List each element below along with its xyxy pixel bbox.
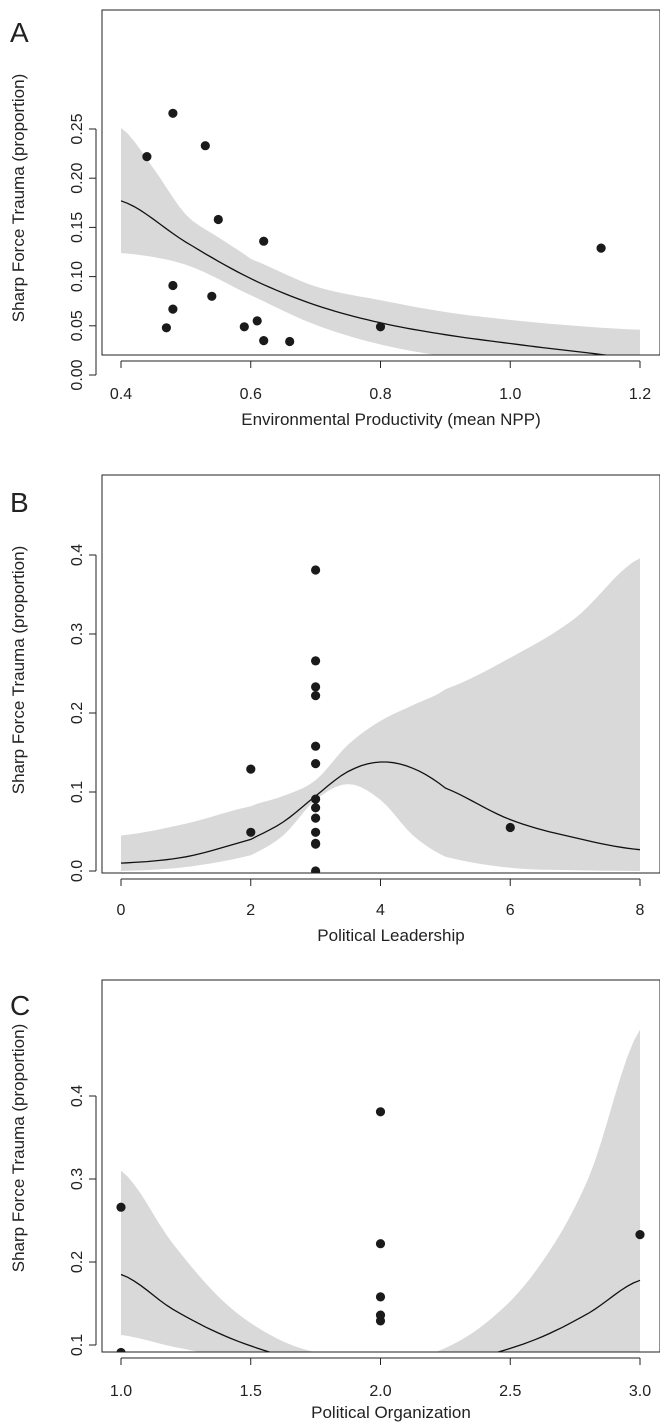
panel-b: 0 2 4 6 8 0.0 0.1 0.2 0.3 0.4 B Political Leadershi… xyxy=(9,474,660,945)
confidence-band xyxy=(121,128,640,355)
x-axis-title: Environmental Productivity (mean NPP) xyxy=(241,410,541,429)
y-tick-label: 0.1 xyxy=(69,1334,86,1356)
plot-frame xyxy=(101,979,660,1353)
data-point xyxy=(252,316,262,326)
data-point xyxy=(311,794,321,804)
y-tick-label: 0.0 xyxy=(69,860,86,882)
fitted-curve xyxy=(120,1273,641,1352)
data-point xyxy=(285,370,294,379)
y-axis-title: Sharp Force Trauma (proportion) xyxy=(9,74,28,323)
x-tick-label: 1.5 xyxy=(240,1383,262,1400)
data-point xyxy=(311,866,321,873)
data-point xyxy=(239,322,249,332)
x-tick-label: 3.0 xyxy=(629,1383,651,1400)
data-point xyxy=(213,214,223,225)
data-point xyxy=(246,764,256,774)
data-point xyxy=(161,323,171,333)
plot-frame xyxy=(101,9,660,356)
confidence-band xyxy=(121,1029,640,1352)
data-point xyxy=(116,1202,126,1212)
x-tick-label: 0.4 xyxy=(110,386,132,403)
x-tick-label: 0.6 xyxy=(240,386,262,403)
data-point xyxy=(311,565,321,575)
data-point xyxy=(375,1239,386,1249)
data-point xyxy=(375,1107,386,1117)
y-tick-label: 0.3 xyxy=(69,623,86,645)
data-point xyxy=(311,656,321,666)
data-point xyxy=(285,336,295,347)
plot-area xyxy=(116,1029,645,1377)
data-point xyxy=(259,336,269,346)
plot-area xyxy=(120,108,640,379)
data-point xyxy=(142,152,152,162)
x-axis-title: Political Organization xyxy=(311,1403,471,1422)
panel-c: 1.0 1.5 2.0 2.5 3.0 0.1 0.2 0.3 0.4 C Political Or… xyxy=(9,979,660,1422)
data-point xyxy=(311,682,321,692)
data-point xyxy=(311,839,321,849)
x-tick-label: 1.0 xyxy=(499,386,521,403)
y-tick-label: 0.2 xyxy=(69,702,86,724)
plot-area xyxy=(120,558,641,873)
data-point xyxy=(246,827,256,837)
data-point xyxy=(116,1347,126,1352)
x-tick-label: 2.0 xyxy=(369,1383,391,1400)
panel-label: A xyxy=(10,17,29,48)
y-tick-label: 0.20 xyxy=(69,163,86,194)
y-tick-label: 0.4 xyxy=(69,544,86,566)
data-point xyxy=(505,822,515,833)
x-tick-label: 8 xyxy=(636,902,645,919)
data-point xyxy=(375,1316,386,1326)
data-point xyxy=(259,236,269,246)
y-tick-label: 0.4 xyxy=(69,1085,86,1107)
y-tick-label: 0.25 xyxy=(69,113,86,144)
data-point xyxy=(311,827,321,837)
data-point xyxy=(207,291,217,301)
confidence-band xyxy=(121,558,640,871)
data-point xyxy=(525,370,534,379)
data-point xyxy=(311,759,321,769)
y-tick-label: 0.3 xyxy=(69,1168,86,1190)
x-tick-label: 6 xyxy=(506,902,515,919)
y-axis-title: Sharp Force Trauma (proportion) xyxy=(9,1024,28,1273)
data-point xyxy=(311,813,321,823)
data-point xyxy=(311,741,321,751)
data-point xyxy=(168,108,178,118)
data-point xyxy=(200,141,210,151)
data-point xyxy=(116,1368,125,1377)
y-tick-label: 0.1 xyxy=(69,781,86,803)
x-tick-label: 1.0 xyxy=(110,1383,132,1400)
data-point xyxy=(311,803,321,813)
data-point xyxy=(356,370,365,379)
y-tick-label: 0.05 xyxy=(69,310,86,341)
data-point xyxy=(168,280,178,291)
data-point xyxy=(168,304,178,314)
x-axis-title: Political Leadership xyxy=(317,926,464,945)
data-point xyxy=(596,243,606,253)
panel-label: C xyxy=(10,990,30,1021)
panel-label: B xyxy=(10,487,29,518)
fitted-curve xyxy=(120,761,641,864)
plot-frame xyxy=(101,474,660,874)
x-tick-label: 4 xyxy=(376,902,385,919)
panel-a: 0.4 0.6 0.8 1.0 1.2 0.00 0.05 0.10 0.15 0.20 0.25 A… xyxy=(9,9,660,429)
y-tick-label: 0.15 xyxy=(69,212,86,243)
x-tick-label: 0 xyxy=(117,902,126,919)
y-tick-label: 0.10 xyxy=(69,261,86,292)
data-point xyxy=(635,1230,645,1240)
y-axis-title: Sharp Force Trauma (proportion) xyxy=(9,546,28,795)
y-tick-label: 0.2 xyxy=(69,1251,86,1273)
y-tick-label: 0.00 xyxy=(69,359,86,390)
x-tick-label: 2.5 xyxy=(499,1383,521,1400)
x-tick-label: 2 xyxy=(246,902,255,919)
x-tick-label: 0.8 xyxy=(369,386,391,403)
data-point xyxy=(375,322,386,332)
data-point xyxy=(375,1292,386,1302)
x-tick-label: 1.2 xyxy=(629,386,651,403)
data-point xyxy=(311,691,321,701)
